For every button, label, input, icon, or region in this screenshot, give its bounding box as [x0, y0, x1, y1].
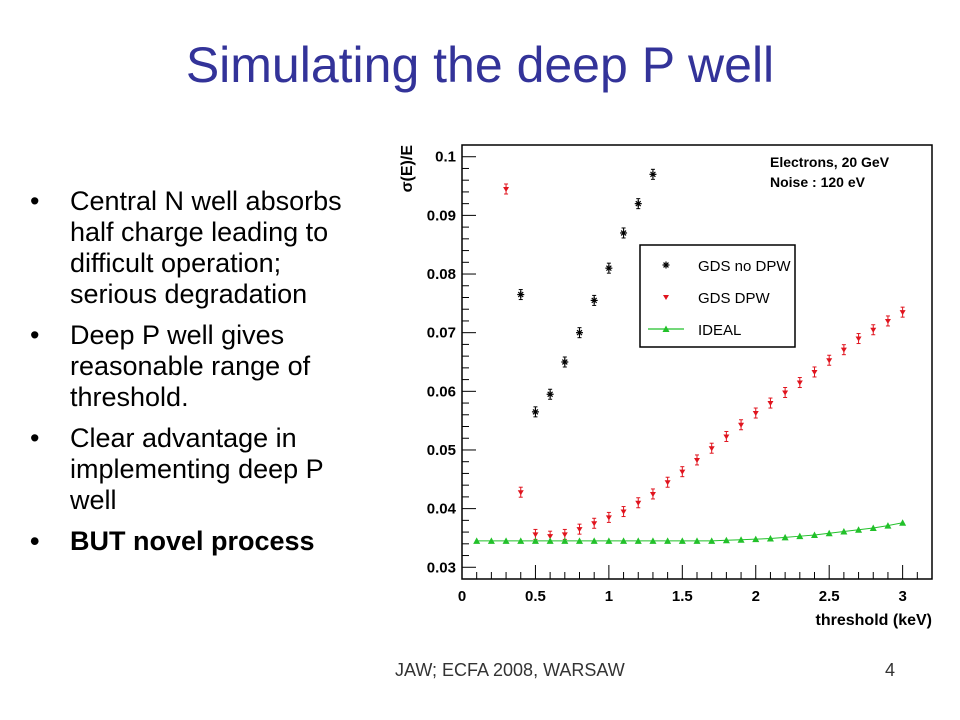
y-tick-label: 0.06 — [427, 383, 456, 400]
data-point-triangle-down — [664, 480, 671, 486]
bullet-item: • Clear advantage in implementing deep P… — [30, 423, 375, 516]
chart-annotation: Noise : 120 eV — [770, 174, 866, 190]
bullet-icon: • — [30, 186, 40, 216]
data-point-star — [662, 261, 670, 269]
data-point-star — [649, 170, 657, 178]
data-point-triangle-down — [503, 186, 510, 192]
chart-annotation: Electrons, 20 GeV — [770, 154, 890, 170]
data-point-triangle-down — [649, 491, 656, 497]
y-tick-label: 0.08 — [427, 266, 456, 283]
data-point-triangle-down — [708, 446, 715, 452]
bullet-text: Clear advantage in implementing deep P w… — [70, 423, 324, 515]
data-point-triangle-down — [752, 411, 759, 417]
data-point-triangle-down — [811, 369, 818, 375]
bullet-list: • Central N well absorbs half charge lea… — [30, 186, 375, 567]
x-tick-label: 1.5 — [672, 588, 693, 605]
data-point-star — [517, 291, 525, 299]
y-tick-label: 0.09 — [427, 207, 456, 224]
bullet-text: Central N well absorbs half charge leadi… — [70, 186, 342, 309]
y-tick-label: 0.1 — [435, 149, 456, 166]
x-tick-label: 2 — [752, 588, 760, 605]
data-point-triangle-down — [826, 358, 833, 364]
x-tick-label: 2.5 — [819, 588, 840, 605]
data-point-triangle-up — [899, 519, 907, 526]
data-point-triangle-down — [796, 380, 803, 386]
x-tick-label: 0.5 — [525, 588, 546, 605]
data-point-star — [576, 329, 583, 337]
legend-marker — [662, 325, 670, 332]
bullet-icon: • — [30, 423, 40, 453]
y-axis-label: σ(E)/E — [399, 145, 416, 193]
data-point-triangle-down — [884, 318, 891, 324]
x-tick-label: 3 — [898, 588, 906, 605]
ideal-line — [476, 522, 903, 542]
legend-marker — [663, 295, 669, 300]
bullet-item: • BUT novel process — [30, 526, 375, 557]
data-point-triangle-down — [561, 532, 568, 538]
data-point-star — [546, 390, 554, 398]
legend-label: GDS DPW — [698, 290, 771, 307]
data-point-triangle-down — [620, 509, 627, 515]
data-point-star — [531, 408, 539, 416]
page-number: 4 — [885, 660, 896, 680]
slide-title: Simulating the deep P well — [185, 37, 775, 93]
y-tick-label: 0.07 — [427, 325, 456, 342]
data-point-star — [590, 296, 598, 304]
plot-frame — [461, 144, 933, 580]
data-point-triangle-down — [855, 336, 862, 342]
data-point-triangle-down — [547, 534, 554, 540]
data-point-triangle-down — [899, 310, 906, 316]
bullet-icon: • — [30, 526, 40, 556]
data-point-triangle-down — [532, 532, 539, 538]
data-point-triangle-down — [840, 347, 847, 353]
data-point-triangle-down — [635, 500, 642, 506]
data-point-star — [634, 200, 642, 208]
bullet-icon: • — [30, 320, 40, 350]
data-point-triangle-down — [870, 327, 877, 333]
data-point-triangle-down — [576, 527, 583, 533]
x-axis-label: threshold (keV) — [816, 612, 932, 629]
bullet-text: Deep P well gives reasonable range of th… — [70, 320, 311, 412]
y-tick-label: 0.03 — [427, 559, 456, 576]
data-point-triangle-down — [767, 401, 774, 407]
resolution-chart: 0 0.5 1 1.5 2 2.5 3 0.03 0.04 0.05 0.06 0.07 0.08 0.0… — [399, 144, 933, 629]
data-point-star — [561, 358, 569, 366]
data-point-triangle-down — [738, 422, 745, 428]
legend-label: IDEAL — [698, 322, 741, 339]
footer-text: JAW; ECFA 2008, WARSAW — [395, 660, 625, 680]
x-tick-label: 1 — [605, 588, 613, 605]
data-point-triangle-down — [517, 490, 524, 496]
bullet-item: • Central N well absorbs half charge lea… — [30, 186, 375, 310]
bullet-text: BUT novel process — [70, 526, 315, 556]
data-point-star — [605, 264, 613, 272]
legend-label: GDS no DPW — [698, 258, 791, 275]
data-point-triangle-down — [679, 469, 686, 475]
y-tick-label: 0.04 — [427, 501, 457, 518]
data-point-triangle-down — [694, 457, 700, 463]
data-point-triangle-down — [591, 521, 598, 527]
y-tick-label: 0.05 — [427, 442, 456, 459]
data-point-triangle-down — [605, 515, 612, 521]
x-tick-label: 0 — [458, 588, 466, 605]
data-point-star — [620, 229, 628, 237]
bullet-item: • Deep P well gives reasonable range of … — [30, 320, 375, 413]
data-point-triangle-down — [782, 390, 789, 396]
data-point-triangle-down — [723, 434, 730, 440]
